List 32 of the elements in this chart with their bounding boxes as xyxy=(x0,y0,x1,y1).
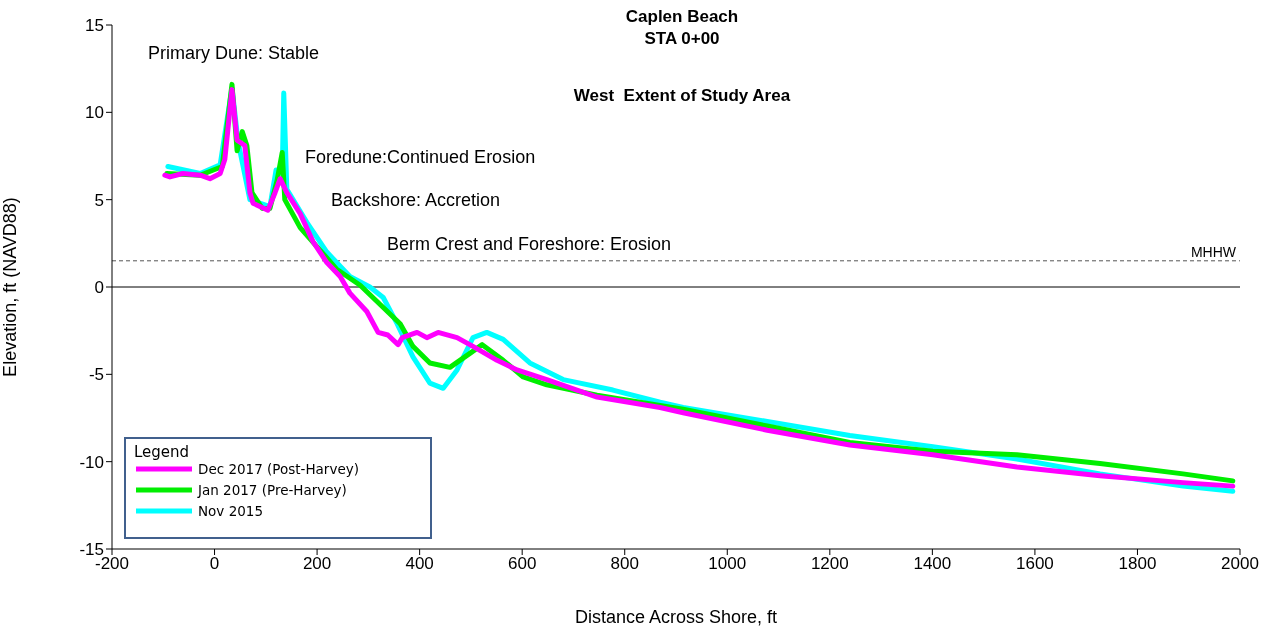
x-tick-label: 600 xyxy=(507,554,537,574)
x-tick-label: -200 xyxy=(94,554,130,574)
y-tick-label: -5 xyxy=(88,365,104,385)
x-tick-label: 2000 xyxy=(1221,554,1259,574)
annotation: Foredune:Continued Erosion xyxy=(305,147,536,168)
legend-title: Legend xyxy=(134,443,190,461)
legend-label: Jan 2017 (Pre-Harvey) xyxy=(198,482,347,498)
annotation: Primary Dune: Stable xyxy=(148,43,320,64)
annotation: Backshore: Accretion xyxy=(331,190,501,211)
annotation: Berm Crest and Foreshore: Erosion xyxy=(387,234,672,255)
x-tick-label: 1800 xyxy=(1118,554,1157,574)
y-tick-label: 0 xyxy=(94,278,104,298)
x-axis-title: Distance Across Shore, ft xyxy=(574,607,778,627)
y-axis-title: Elevation, ft (NAVD88) xyxy=(0,197,21,377)
x-tick-label: 1400 xyxy=(913,554,952,574)
x-tick-label: 1200 xyxy=(810,554,849,574)
x-tick-label: 1600 xyxy=(1015,554,1054,574)
y-tick-label: -10 xyxy=(79,452,104,472)
x-tick-label: 0 xyxy=(209,554,220,574)
x-tick-label: 1000 xyxy=(708,554,747,574)
legend-label: Dec 2017 (Post-Harvey) xyxy=(198,461,359,477)
annotation: West Extent of Study Area xyxy=(572,86,792,106)
x-tick-label: 200 xyxy=(302,554,332,574)
y-tick-label: 15 xyxy=(85,16,104,36)
chart-subtitle: STA 0+00 xyxy=(644,29,720,48)
ref-line-label: MHHW xyxy=(1190,243,1237,260)
y-tick-label: 5 xyxy=(94,190,104,210)
x-tick-label: 800 xyxy=(610,554,639,574)
chart-title: Caplen Beach xyxy=(624,6,740,28)
y-tick-label: 10 xyxy=(85,103,104,123)
legend-label: Nov 2015 xyxy=(198,503,263,519)
x-tick-label: 400 xyxy=(405,554,434,574)
